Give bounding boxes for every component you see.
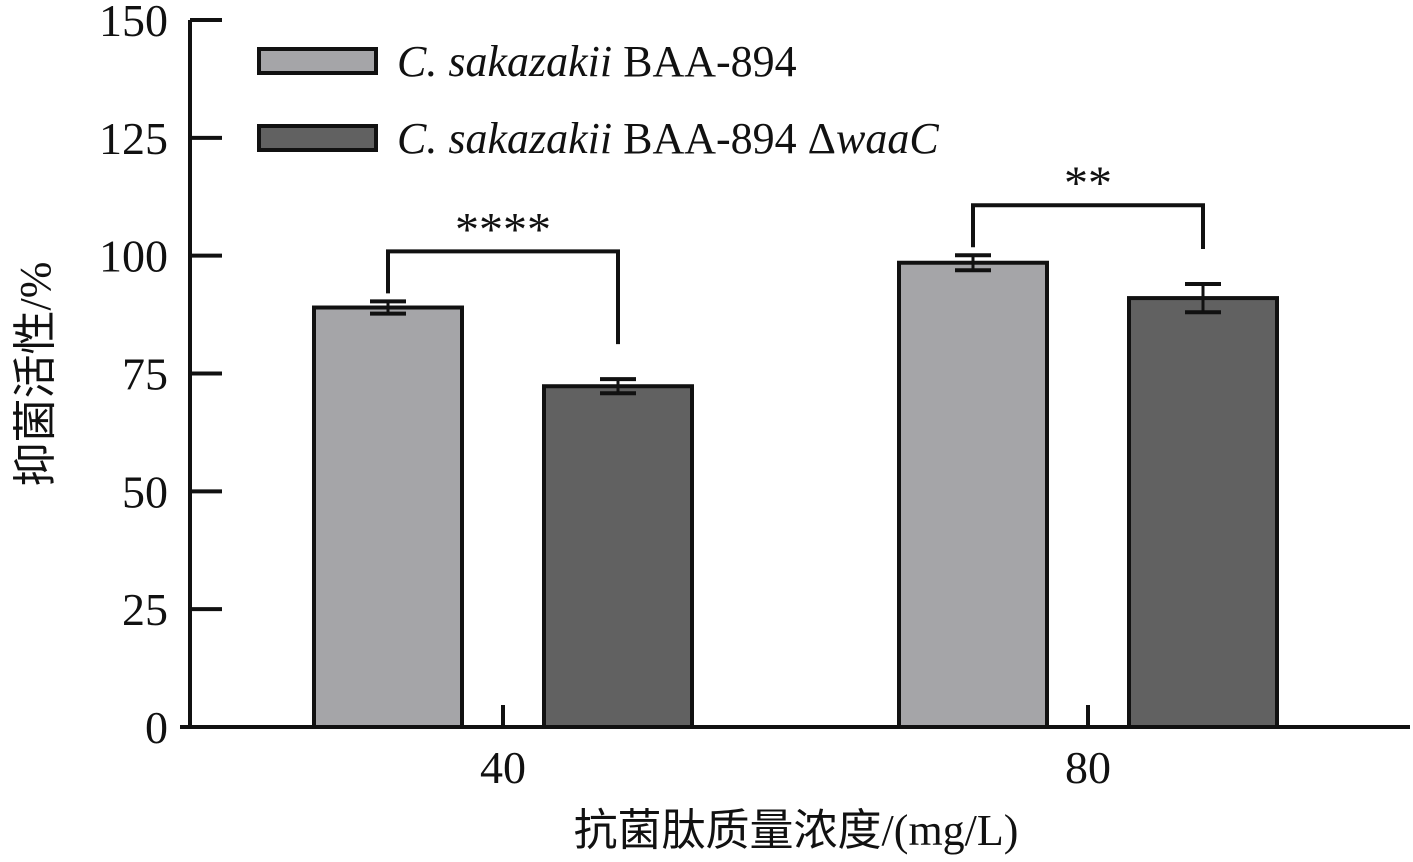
y-axis-label: 抑菌活性/% [11, 262, 60, 487]
significance-brackets: ****** [386, 157, 1205, 345]
x-tick-label: 80 [1065, 742, 1111, 793]
error-bars [370, 253, 1221, 396]
bars [312, 260, 1279, 729]
significance-bracket [971, 203, 1205, 249]
legend-label: C. sakazakii BAA-894 ΔwaaC [397, 114, 939, 163]
bar [897, 260, 1049, 729]
bar [542, 384, 694, 729]
legend-swatch [257, 124, 378, 152]
significance-label: **** [455, 203, 551, 256]
x-tick-label: 40 [480, 742, 526, 793]
y-tick-label: 100 [99, 231, 168, 282]
y-tick-label: 150 [99, 0, 168, 46]
bar [1127, 296, 1279, 729]
y-tick-label: 75 [122, 349, 168, 400]
y-tick-label: 50 [122, 466, 168, 517]
significance-bracket [386, 249, 620, 345]
x-axis-label: 抗菌肽质量浓度/(mg/L) [574, 806, 1019, 855]
legend-label: C. sakazakii BAA-894 [397, 37, 797, 86]
bar [312, 305, 464, 729]
y-tick-label: 25 [122, 584, 168, 635]
y-tick-label: 125 [99, 113, 168, 164]
significance-label: ** [1064, 157, 1112, 210]
y-tick-label: 0 [145, 702, 168, 753]
legend: C. sakazakii BAA-894 C. sakazakii BAA-894… [257, 37, 939, 163]
legend-swatch [257, 47, 378, 75]
